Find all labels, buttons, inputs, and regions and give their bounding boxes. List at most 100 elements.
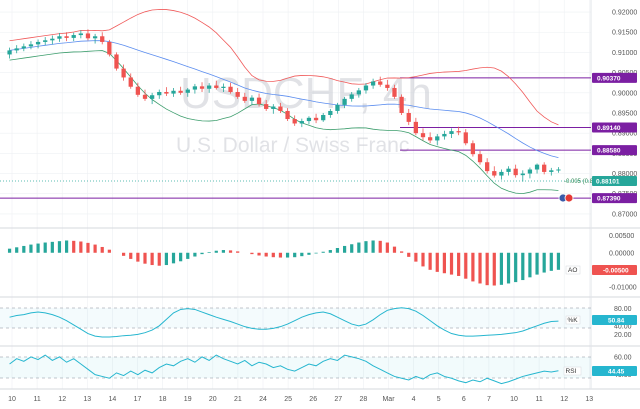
time-axis-label: 10	[8, 396, 16, 403]
candle-body	[107, 41, 112, 55]
candle-body	[142, 94, 148, 99]
candle-body	[285, 110, 290, 120]
level-tag-bg	[592, 122, 637, 133]
candle-body	[328, 110, 333, 115]
time-axis-label: 27	[334, 396, 342, 403]
price-axis-label: 0.91500	[612, 30, 637, 37]
time-axis-label: 18	[159, 396, 167, 403]
price-axis-label: 0.87000	[612, 211, 637, 218]
candle-body	[278, 106, 283, 111]
candle-body	[406, 112, 411, 122]
candles[interactable]	[7, 29, 561, 182]
candle-body	[192, 86, 198, 90]
candle-body	[264, 104, 269, 109]
candle-body	[321, 115, 326, 121]
candle-body	[499, 171, 504, 176]
candle-body	[399, 96, 404, 113]
time-axis[interactable]: 10 11 12 13 14 17 18 19 20 21 24 25 26 27 28 Mar 4 5 6 7 10 1…	[8, 396, 593, 403]
candle-body	[435, 136, 440, 141]
rsi-value-tag: 44.45	[608, 369, 625, 376]
candle-body	[299, 121, 304, 124]
candle-body	[78, 33, 83, 36]
ind1-axis: 80.00 40.00 20.00	[614, 306, 632, 339]
candle-body	[485, 162, 490, 172]
candle-body	[363, 85, 369, 91]
level-tag-bg	[592, 193, 637, 204]
time-axis-label: 4	[412, 396, 416, 403]
candle-body	[385, 84, 390, 88]
candle-body	[342, 98, 347, 105]
candle-body	[121, 68, 126, 78]
candle-body	[506, 168, 511, 172]
candle-body	[420, 133, 426, 138]
time-axis-label: 6	[462, 396, 466, 403]
level-tag: 0.90370	[597, 75, 621, 82]
rsi-band-fill	[0, 357, 591, 378]
candle-body	[135, 86, 141, 95]
candle-body	[306, 117, 312, 122]
ind1-band-fill	[0, 308, 591, 328]
level-tags: 0.90370 0.89140 0.88580 0.87390	[592, 72, 637, 204]
time-axis-label: 11	[535, 396, 542, 403]
ao-histogram	[7, 240, 561, 286]
ao-tag-bg	[592, 265, 637, 275]
candle-body	[71, 35, 76, 38]
time-axis-label: 10	[510, 396, 518, 403]
candle-body	[114, 54, 119, 69]
candle-body	[335, 104, 340, 111]
current-price-tag-bg	[592, 176, 637, 186]
time-axis-label: 20	[209, 396, 217, 403]
time-axis-label: 25	[284, 396, 292, 403]
candle-body	[427, 137, 433, 141]
price-axis-label: 0.91000	[612, 50, 637, 57]
ind1-tag-bg	[592, 315, 637, 325]
candle-body	[349, 94, 354, 99]
candle-body	[149, 95, 155, 99]
candle-body	[271, 106, 276, 109]
ind1-name-bg	[565, 315, 581, 325]
candle-body	[221, 86, 226, 88]
chf-flag-icon[interactable]	[564, 193, 574, 203]
time-axis-label: 26	[309, 396, 317, 403]
level-tag-bg	[592, 145, 637, 156]
time-axis-label: 7	[487, 396, 491, 403]
candle-body	[477, 154, 483, 163]
price-axis-label: 0.88000	[612, 171, 637, 178]
rsi-line	[9, 354, 559, 385]
time-axis-label: 28	[360, 396, 368, 403]
level-tag: 0.89140	[597, 125, 621, 132]
candle-body	[178, 90, 183, 93]
candle-body	[313, 117, 319, 121]
candle-body	[157, 91, 162, 96]
ao-name-tag: AO	[568, 267, 577, 274]
time-axis-label: 14	[109, 396, 117, 403]
price-axis-label: 0.89000	[612, 131, 637, 138]
time-axis-label: 21	[234, 396, 242, 403]
time-axis-label: 24	[259, 396, 267, 403]
watermark-description: U.S. Dollar / Swiss Franc	[176, 134, 409, 157]
candle-body	[370, 81, 376, 86]
time-axis-label: Mar	[382, 396, 395, 403]
candle-body	[542, 164, 547, 172]
candle-body	[449, 131, 454, 134]
candle-body	[57, 36, 62, 39]
candle-body	[527, 169, 533, 174]
candle-body	[534, 164, 540, 170]
ind1-axis-label: 20.00	[614, 332, 632, 339]
candle-body	[513, 168, 518, 176]
candle-body	[100, 36, 105, 42]
candle-body	[378, 81, 383, 85]
candle-body	[470, 143, 476, 155]
time-axis-label: 5	[437, 396, 441, 403]
candle-body	[242, 96, 247, 101]
time-axis-label: 12	[560, 396, 568, 403]
candle-body	[28, 44, 34, 47]
level-tag: 0.88580	[597, 148, 621, 155]
candle-body	[7, 50, 12, 55]
candle-body	[85, 33, 91, 39]
candle-body	[442, 133, 447, 137]
candle-body	[549, 170, 554, 172]
candle-body	[249, 97, 255, 101]
watermark-symbol: USDCHF, 4h	[180, 69, 432, 118]
